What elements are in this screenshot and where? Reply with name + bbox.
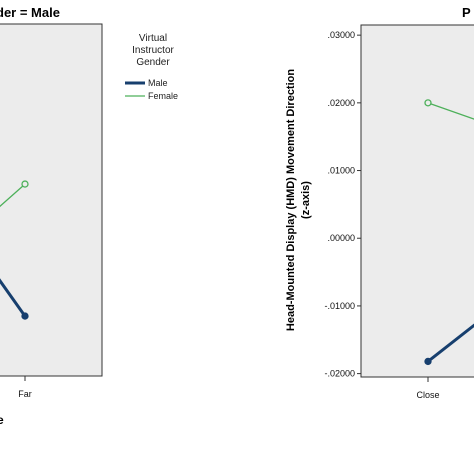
series-line-female [0,183,26,208]
series-line-female [427,102,474,120]
right-panel-title: P [462,5,471,20]
data-point-female [21,180,29,188]
left-x-tick-far: Far [18,389,32,399]
y-tick-label: .00000 [327,233,355,243]
right-panel: P .03000 .02000 .01000 .00000 -.01000 -.02000… [285,5,474,400]
legend-title-line-1: Virtual [139,33,167,44]
y-tick-label: -.02000 [324,369,355,379]
left-panel: der = Male Virtual Instructor Gender Mal… [0,5,178,427]
left-plot-area [0,23,103,377]
right-x-tick-close: Close [416,390,439,400]
y-tick-label: .01000 [327,166,355,176]
legend-title-line-2: Instructor [132,45,174,56]
y-tick-label: -.01000 [324,301,355,311]
legend-label-male: Male [148,78,168,88]
y-axis-title-line-1: Head-Mounted Display (HMD) Movement Dire… [285,69,297,331]
data-point-male [21,312,29,320]
y-tick-label: .02000 [327,98,355,108]
series-line-male [426,323,474,363]
y-tick-label: .03000 [327,30,355,40]
legend-label-female: Female [148,91,178,101]
series-line-male [0,278,27,318]
left-x-axis-title: e [0,413,4,427]
left-panel-title: der = Male [0,5,60,20]
legend: Virtual Instructor Gender Male Female [125,33,178,101]
right-plot-area [360,24,474,378]
data-point-female [424,99,432,107]
y-axis-title-line-2: (z-axis) [300,181,312,219]
legend-title-line-3: Gender [136,57,170,68]
data-point-male [424,357,432,366]
